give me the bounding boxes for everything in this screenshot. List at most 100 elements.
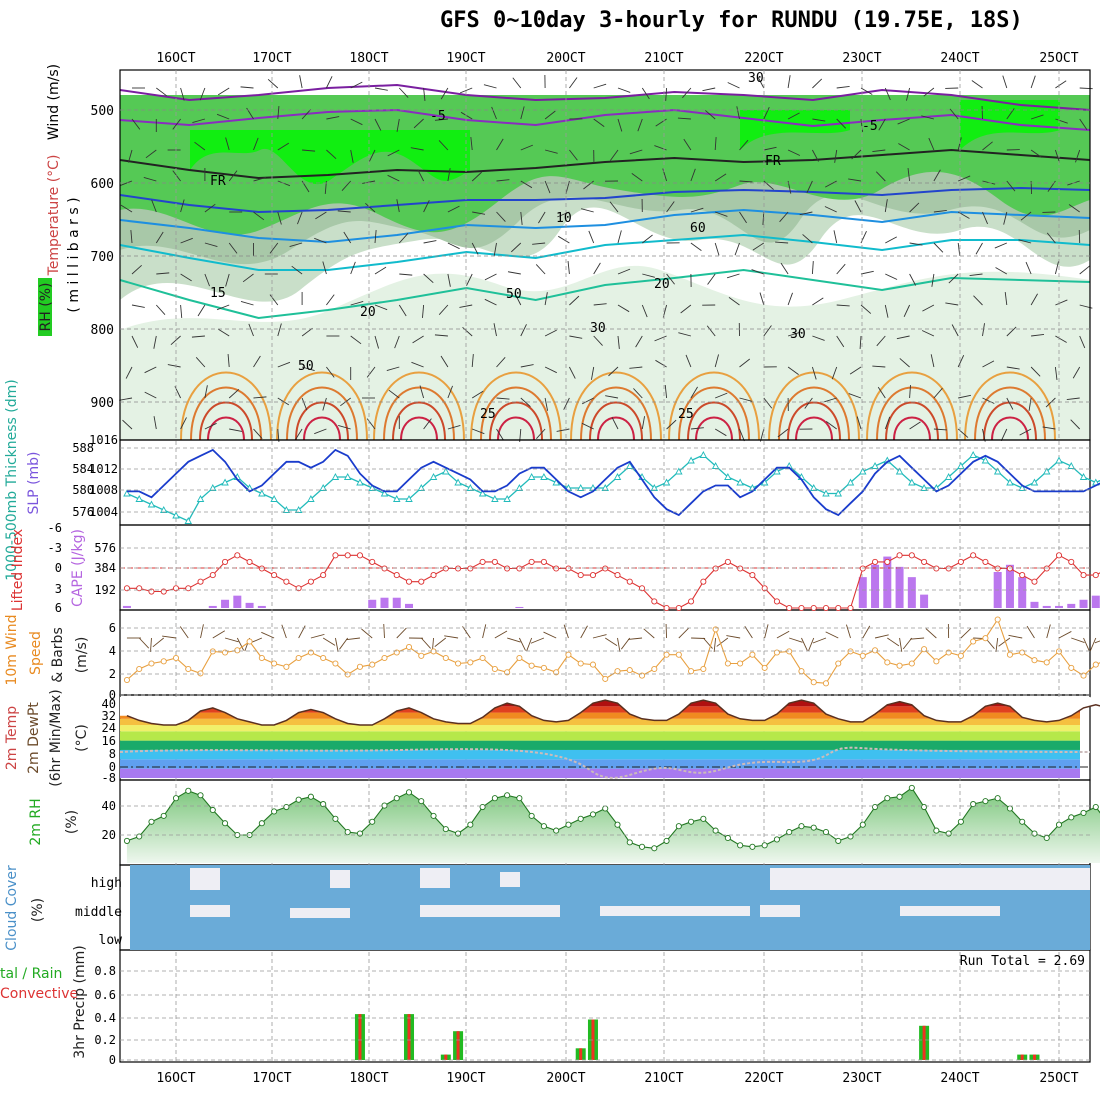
lifted-index-marker [896, 552, 903, 559]
wind-barb [825, 420, 837, 430]
wind-barb [831, 366, 838, 380]
wind-barb [496, 179, 510, 182]
lifted-index-marker [871, 558, 879, 565]
slp-marker [920, 484, 928, 491]
wind-speed-marker [1092, 661, 1099, 668]
wind-barb [583, 180, 594, 190]
lifted-index-marker [761, 585, 768, 592]
wind-barb [491, 106, 497, 120]
lifted-index-marker [185, 585, 192, 592]
cape-axis-label: CAPE (J/kg) [70, 529, 86, 607]
temp-color-band [120, 759, 1080, 769]
wind-barb [386, 366, 400, 372]
wind-barb [322, 397, 327, 411]
wind-barb [338, 424, 351, 430]
wind-speed-marker [700, 665, 707, 673]
wind-barb [253, 428, 263, 439]
slp-marker [392, 495, 401, 502]
lifted-index-marker [393, 572, 400, 579]
lifted-index-marker [822, 604, 830, 612]
wind-barb [1042, 426, 1056, 430]
wind-barb [762, 211, 765, 225]
slp-marker [1030, 478, 1039, 486]
wind-barb [580, 625, 588, 639]
wind-barb [1089, 637, 1097, 652]
cloud-gap [900, 906, 1000, 916]
wind-speed-marker [712, 626, 719, 633]
rh-marker [921, 803, 928, 811]
wind-barb [544, 110, 556, 120]
wind-barb [945, 302, 959, 306]
lifted-index-marker [123, 585, 130, 592]
wind-barb [374, 304, 388, 311]
wind-barb [269, 294, 279, 306]
wind-barb [387, 174, 400, 182]
temperature-contour [580, 386, 652, 441]
slp-marker [773, 467, 781, 475]
rh-marker [970, 801, 977, 808]
wind-barb [1006, 326, 1017, 337]
wind-barb [420, 637, 431, 649]
wind-barb [811, 366, 817, 380]
wind-barb [217, 328, 230, 337]
contour-label: 50 [506, 287, 522, 302]
wind-barb [752, 242, 765, 251]
wind-barb [471, 171, 483, 182]
wind-speed-marker [405, 643, 413, 651]
temperature-contour [893, 416, 931, 441]
date-label-top: 22OCT [744, 51, 783, 66]
slp-marker [1006, 478, 1014, 486]
temperature-contour [276, 371, 368, 441]
slp-marker [442, 467, 450, 475]
wind-barb [179, 626, 189, 639]
wind-barb [535, 264, 546, 275]
wind-barb [666, 419, 677, 430]
wind-barb [922, 304, 935, 312]
slp-marker [527, 473, 536, 480]
wind-barb [877, 386, 886, 399]
wind-barb [422, 304, 425, 318]
temp-color-band [120, 725, 1080, 732]
wind-barb [896, 335, 910, 340]
cloud-gap [770, 868, 1090, 890]
contour-label: 60 [690, 221, 706, 236]
wind-barb [902, 637, 913, 650]
minmax-axis-label: (6hr Min/Max) [48, 689, 64, 786]
rh-marker [528, 812, 535, 819]
wind-speed-marker [295, 654, 302, 662]
wind-barb [757, 76, 765, 89]
wind-barb [655, 118, 667, 127]
rh-marker [663, 837, 670, 844]
wind-barb [1079, 335, 1086, 349]
precip-convective-bar [922, 1025, 926, 1060]
wind-speed-marker [160, 658, 167, 665]
cape-bar [1018, 577, 1027, 608]
wind-barb [848, 393, 862, 399]
wind-barb [543, 631, 557, 639]
temperature-contour [383, 386, 455, 441]
wind-barb [172, 170, 181, 182]
wind-barb [874, 634, 889, 639]
slp-marker [258, 489, 266, 497]
temperature-contour [687, 401, 741, 441]
slp-marker [319, 484, 327, 491]
wind-barb [958, 394, 972, 399]
wind-barb [948, 273, 959, 284]
wind-barb [1055, 299, 1068, 306]
wind-barb [520, 397, 531, 408]
temperature-contour [778, 386, 850, 441]
rh-marker [1031, 830, 1038, 837]
lifted-index-marker [1080, 572, 1087, 579]
wind-barb [593, 303, 607, 306]
wind-barb [969, 273, 983, 277]
pressure-tick: 800 [91, 323, 114, 338]
wind-barb [1028, 397, 1032, 411]
wind-barb [350, 118, 363, 126]
wind-barb [1030, 366, 1041, 377]
wind-barb [471, 354, 474, 368]
rh-marker [209, 806, 216, 814]
wind-barb [387, 149, 400, 157]
rh-marker [160, 812, 167, 819]
cloud-gap [760, 905, 800, 917]
wind-barb [714, 242, 720, 256]
